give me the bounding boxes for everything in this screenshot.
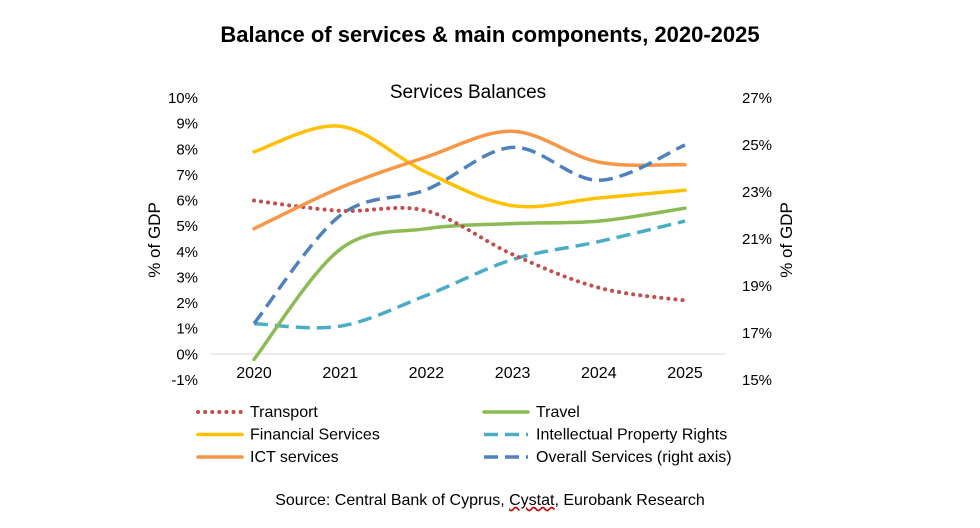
source-suffix: , Eurobank Research [554, 492, 705, 509]
legend-label-transport: Transport [250, 404, 318, 421]
x-tick-label: 2025 [667, 365, 703, 382]
chart-title: Services Balances [390, 82, 546, 103]
left-tick-label: 9% [176, 116, 198, 133]
left-axis-ticks: -1% 0% 1% 2% 3% 4% 5% 6% 7% 8% 9% 10% [168, 90, 198, 389]
x-tick-label: 2024 [581, 365, 617, 382]
x-tick-label: 2023 [495, 365, 531, 382]
x-tick-label: 2022 [409, 365, 445, 382]
left-tick-label: 3% [176, 269, 198, 286]
legend-label-overall-services-right-axis: Overall Services (right axis) [536, 449, 732, 466]
series-line-intellectual-property-rights [253, 219, 686, 330]
legend-label-financial-services: Financial Services [250, 427, 380, 444]
series-line-ict-services [252, 129, 687, 231]
right-tick-label: 25% [742, 137, 772, 154]
page-title: Balance of services & main components, 2… [220, 22, 760, 47]
x-tick-label: 2021 [322, 365, 358, 382]
left-tick-label: 5% [176, 218, 198, 235]
legend-label-intellectual-property-rights: Intellectual Property Rights [536, 427, 727, 444]
left-tick-label: 7% [176, 167, 198, 184]
left-tick-label: 4% [176, 244, 198, 261]
series-line-financial-services [252, 124, 687, 209]
left-tick-label: 2% [176, 295, 198, 312]
left-tick-label: 6% [176, 193, 198, 210]
legend: Transport Travel Financial Services Intelle… [196, 404, 732, 466]
left-tick-label: -1% [171, 372, 198, 389]
legend-label-ict-services: ICT services [250, 449, 339, 466]
right-axis-ticks: 15% 17% 19% 21% 23% 25% 27% [742, 90, 772, 389]
x-axis-ticks: 2020 2021 2022 2023 2024 2025 [236, 365, 703, 382]
left-axis-title: % of GDP [145, 202, 164, 278]
left-tick-label: 10% [168, 90, 198, 107]
series-line-overall-services-right-axis [252, 143, 686, 325]
source-note: Source: Central Bank of Cyprus, Cystat, … [0, 492, 980, 510]
right-axis-title: % of GDP [777, 202, 796, 278]
right-tick-label: 21% [742, 231, 772, 248]
right-tick-label: 27% [742, 90, 772, 107]
right-tick-label: 17% [742, 325, 772, 342]
source-cystat: Cystat [509, 492, 555, 509]
right-tick-label: 15% [742, 372, 772, 389]
series-lines [252, 124, 687, 362]
right-tick-label: 19% [742, 278, 772, 295]
left-tick-label: 1% [176, 321, 198, 338]
right-tick-label: 23% [742, 184, 772, 201]
left-tick-label: 0% [176, 346, 198, 363]
legend-label-travel: Travel [536, 404, 580, 421]
services-balances-chart: Services Balances -1% 0% 1% 2% 3% 4% 5% 6% 7% 8% 9… [145, 82, 796, 466]
series-line-transport [252, 198, 687, 303]
left-tick-label: 8% [176, 141, 198, 158]
source-prefix: Source: Central Bank of Cyprus, [275, 492, 510, 509]
x-tick-label: 2020 [236, 365, 272, 382]
